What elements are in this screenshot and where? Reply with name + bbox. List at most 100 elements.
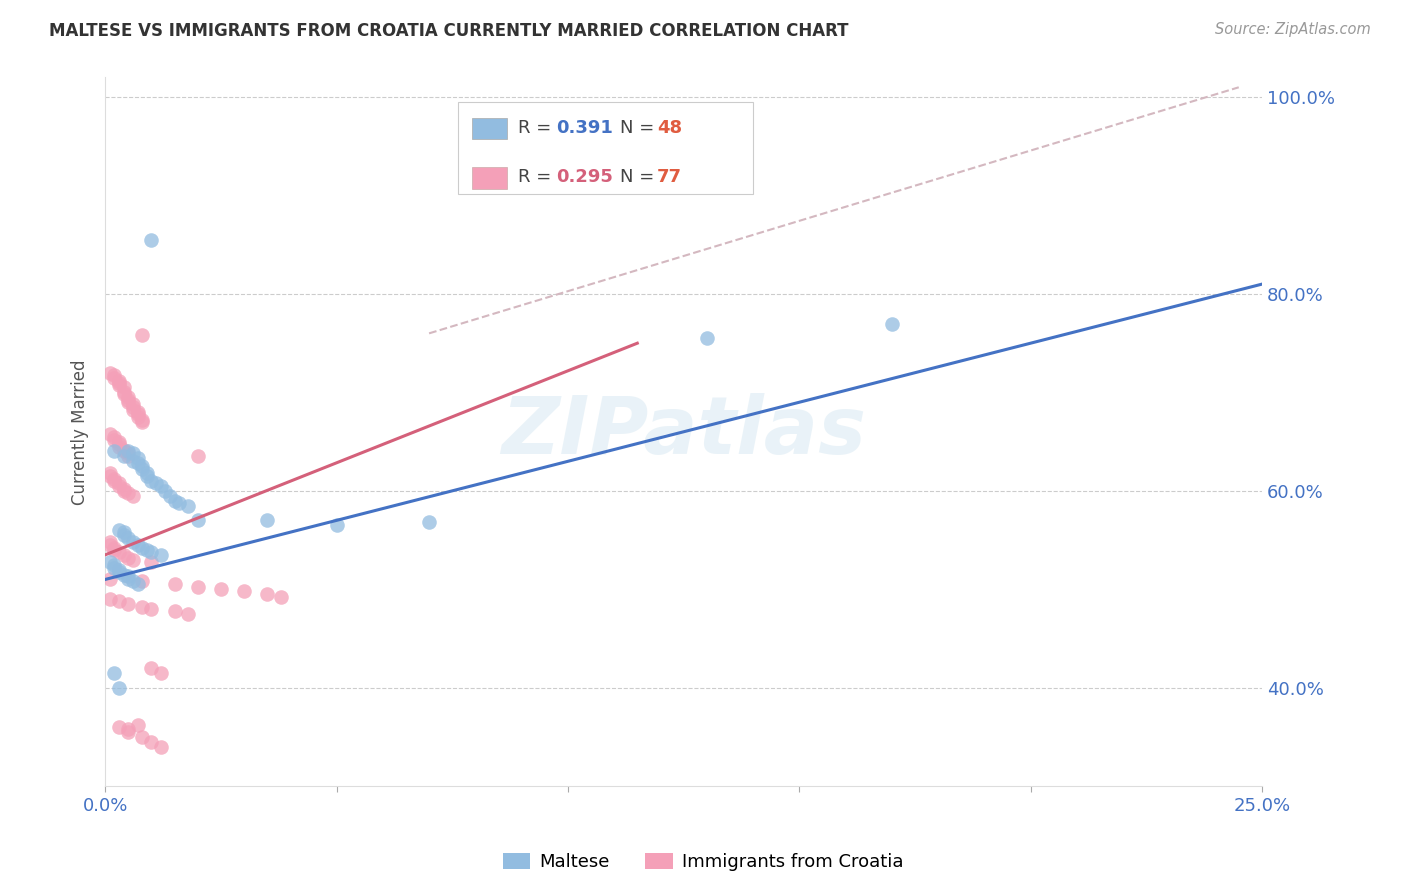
Point xyxy=(127,456,149,470)
Y-axis label: Currently Married: Currently Married xyxy=(72,359,89,505)
Point xyxy=(141,545,163,559)
Point xyxy=(103,560,125,574)
Point xyxy=(155,483,177,498)
Point xyxy=(117,569,139,583)
Point xyxy=(122,489,145,503)
Point xyxy=(108,681,131,695)
Point xyxy=(108,440,131,454)
Bar xyxy=(472,118,506,139)
Point xyxy=(127,538,149,552)
Point xyxy=(163,493,186,508)
Point xyxy=(108,436,131,450)
Point xyxy=(117,597,139,611)
Point xyxy=(122,446,145,460)
Point xyxy=(117,725,139,739)
Point xyxy=(127,451,149,466)
Point xyxy=(187,450,209,464)
Point xyxy=(122,553,145,567)
Point xyxy=(141,555,163,569)
Point xyxy=(131,462,153,476)
Point xyxy=(141,602,163,616)
Point xyxy=(108,374,131,388)
Point xyxy=(270,590,292,604)
Point xyxy=(122,397,145,411)
Point xyxy=(112,567,135,582)
Point xyxy=(108,434,131,449)
Point xyxy=(98,535,121,549)
Point xyxy=(103,558,125,572)
Point xyxy=(98,426,121,441)
Point xyxy=(108,479,131,493)
Point xyxy=(112,482,135,496)
Point xyxy=(149,479,172,493)
Point xyxy=(103,472,125,486)
Point xyxy=(112,444,135,458)
Text: R =: R = xyxy=(519,119,551,136)
Point xyxy=(117,446,139,460)
Point xyxy=(131,730,153,744)
Point xyxy=(127,405,149,419)
Point xyxy=(233,584,256,599)
Point xyxy=(108,523,131,537)
Point xyxy=(177,607,200,621)
Point xyxy=(98,555,121,569)
Point xyxy=(127,407,149,421)
Point xyxy=(131,459,153,474)
Point xyxy=(163,604,186,618)
Point xyxy=(131,415,153,429)
Point xyxy=(127,718,149,732)
Point xyxy=(187,513,209,527)
Point xyxy=(112,387,135,401)
Point xyxy=(103,368,125,382)
Point xyxy=(117,393,139,408)
Point xyxy=(163,577,186,591)
Point xyxy=(880,317,903,331)
Text: R =: R = xyxy=(519,169,551,186)
Point xyxy=(108,377,131,392)
Point xyxy=(122,535,145,549)
Text: N =: N = xyxy=(620,119,654,136)
Point xyxy=(103,444,125,458)
Point xyxy=(131,541,153,555)
Text: MALTESE VS IMMIGRANTS FROM CROATIA CURRENTLY MARRIED CORRELATION CHART: MALTESE VS IMMIGRANTS FROM CROATIA CURRE… xyxy=(49,22,849,40)
Point xyxy=(141,735,163,749)
Legend: Maltese, Immigrants from Croatia: Maltese, Immigrants from Croatia xyxy=(496,846,910,879)
Text: 48: 48 xyxy=(657,119,682,136)
Point xyxy=(131,413,153,427)
Point xyxy=(108,475,131,490)
Point xyxy=(112,450,135,464)
Point xyxy=(177,499,200,513)
Point xyxy=(98,573,121,587)
Point xyxy=(112,528,135,542)
Point xyxy=(325,518,347,533)
Point xyxy=(103,433,125,447)
Text: 77: 77 xyxy=(657,169,682,186)
Point xyxy=(127,410,149,425)
Point xyxy=(418,516,440,530)
Point xyxy=(149,739,172,754)
Point xyxy=(145,475,167,490)
Point xyxy=(122,574,145,589)
Point xyxy=(131,599,153,614)
Point xyxy=(103,542,125,557)
Point xyxy=(117,390,139,404)
Point xyxy=(117,485,139,500)
Point xyxy=(135,466,157,480)
Point xyxy=(98,469,121,483)
Point xyxy=(122,403,145,417)
Point xyxy=(103,474,125,488)
Text: Source: ZipAtlas.com: Source: ZipAtlas.com xyxy=(1215,22,1371,37)
Point xyxy=(108,565,131,579)
Text: 0.391: 0.391 xyxy=(557,119,613,136)
Point xyxy=(112,442,135,457)
Point xyxy=(159,489,181,503)
Point xyxy=(103,370,125,384)
Point xyxy=(117,722,139,736)
Text: 0.295: 0.295 xyxy=(557,169,613,186)
Point xyxy=(256,513,278,527)
Point xyxy=(141,661,163,675)
Point xyxy=(103,665,125,680)
Point xyxy=(108,594,131,608)
Text: ZIPatlas: ZIPatlas xyxy=(501,392,866,471)
Point xyxy=(696,331,718,345)
